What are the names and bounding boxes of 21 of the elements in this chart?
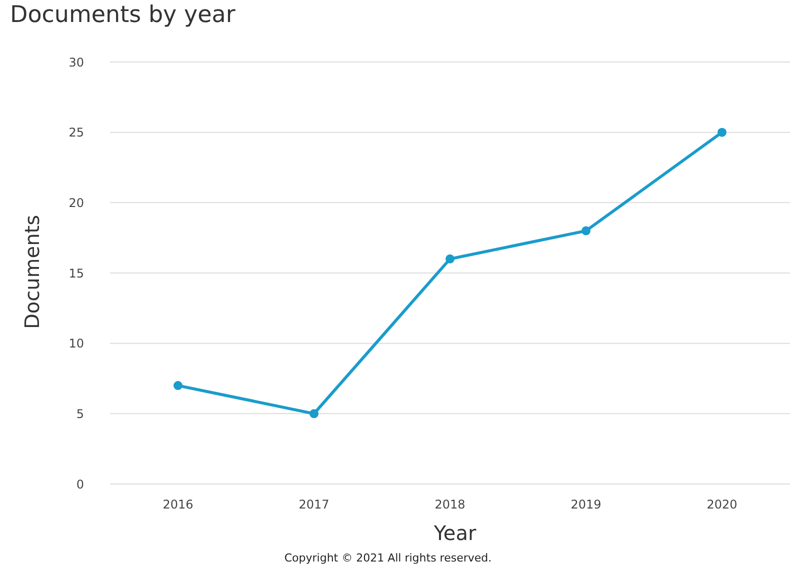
x-tick-label: 2019: [570, 498, 602, 512]
x-axis-title: Year: [434, 521, 476, 545]
x-tick-label: 2017: [298, 498, 330, 512]
x-tick-label: 2018: [434, 498, 466, 512]
y-tick-label: 10: [68, 336, 84, 351]
text: Copyright © 2021 All rights reserved.: [284, 552, 492, 564]
y-tick-label: 30: [68, 55, 84, 70]
point: [446, 254, 454, 264]
y-axis-title: Documents: [20, 214, 44, 330]
x-tick-label: 2020: [706, 498, 738, 512]
x-tick-label: 2016: [162, 498, 194, 512]
point: [582, 226, 590, 236]
y-tick-label: 5: [76, 406, 84, 421]
point: [310, 409, 318, 418]
y-tick-label: 20: [68, 196, 84, 210]
point: [718, 128, 726, 137]
y-tick-label: 0: [76, 477, 84, 492]
point: [174, 381, 182, 390]
y-tick-label: 15: [68, 266, 84, 280]
y-tick-label: 25: [68, 126, 84, 140]
chart-title: Documents by year: [10, 2, 236, 28]
